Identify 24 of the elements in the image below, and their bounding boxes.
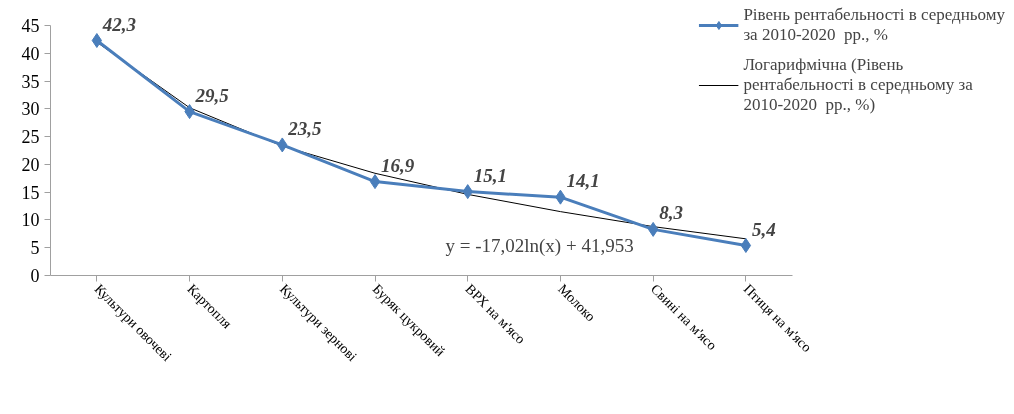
data-label: 14,1: [566, 170, 600, 192]
data-label: 16,9: [381, 154, 415, 176]
y-tick-label: 30: [21, 99, 40, 120]
data-label: 23,5: [287, 117, 323, 139]
y-tick-label: 35: [21, 71, 40, 92]
y-tick-label: 0: [30, 266, 40, 286]
data-label: 8,3: [659, 202, 683, 224]
y-tick-label: 5: [30, 238, 40, 259]
data-label: 29,5: [194, 84, 230, 106]
legend-label: Рівень рентабельності в середньому за 2010-2020 рр., %: [743, 5, 1005, 45]
point: [369, 174, 381, 190]
point: [91, 33, 103, 48]
y-tick-label: 40: [21, 43, 40, 64]
annotation: y = -17,02ln(x) + 41,953: [445, 234, 634, 257]
y-tick-label: 15: [21, 182, 40, 203]
legend-label: Логарифмічна (Рівень рентабельності в середньому за 2010-2020 рр., %): [743, 55, 973, 115]
y-tick-label: 45: [21, 16, 40, 36]
data-label: 15,1: [473, 164, 507, 186]
data-label: 42,3: [101, 13, 137, 35]
y-tick-label: 10: [21, 210, 40, 231]
data-label: 5,4: [751, 218, 776, 240]
y-tick-label: 20: [21, 154, 40, 175]
point: [740, 238, 752, 253]
y-tick-label: 25: [21, 127, 40, 148]
